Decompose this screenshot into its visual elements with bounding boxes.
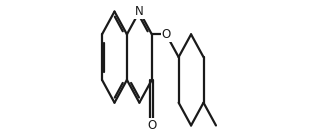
Text: O: O (162, 28, 171, 41)
Text: N: N (135, 5, 144, 18)
Text: O: O (147, 119, 156, 132)
